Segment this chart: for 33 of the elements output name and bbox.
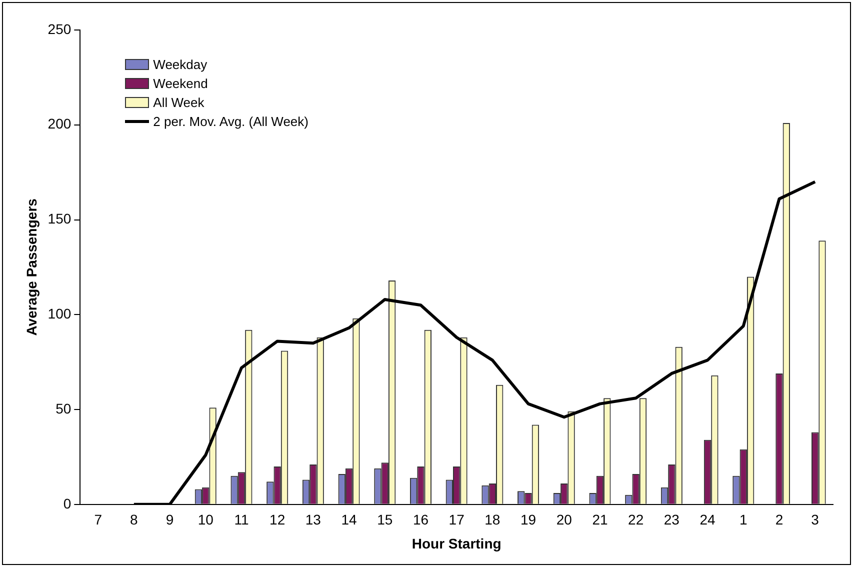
x-tick-label: 19 bbox=[520, 512, 536, 528]
legend-label: Weekday bbox=[153, 56, 208, 74]
legend-label: All Week bbox=[153, 94, 204, 112]
y-tick-label: 100 bbox=[48, 306, 72, 322]
x-tick-label: 13 bbox=[305, 512, 322, 528]
x-axis-title: Hour Starting bbox=[412, 535, 502, 552]
legend-label: Weekend bbox=[153, 75, 208, 93]
x-tick-label: 10 bbox=[198, 512, 214, 528]
x-tick-label: 23 bbox=[664, 512, 680, 528]
y-tick-label: 50 bbox=[56, 400, 72, 416]
x-tick-label: 24 bbox=[700, 512, 716, 528]
y-axis-title: Average Passengers bbox=[23, 198, 40, 336]
x-tick-label: 22 bbox=[628, 512, 644, 528]
x-tick-label: 12 bbox=[270, 512, 286, 528]
x-tick-label: 14 bbox=[341, 512, 358, 528]
y-tick-label: 250 bbox=[48, 20, 72, 37]
y-tick-label: 0 bbox=[63, 495, 72, 512]
x-tick-label: 11 bbox=[234, 512, 249, 528]
y-tick-label: 150 bbox=[48, 210, 72, 227]
x-tick-label: 20 bbox=[556, 512, 572, 528]
x-tick-label: 16 bbox=[412, 512, 429, 528]
x-tick-label: 2 bbox=[775, 512, 784, 528]
legend-label: 2 per. Mov. Avg. (All Week) bbox=[153, 113, 308, 131]
x-tick-label: 15 bbox=[377, 512, 393, 528]
x-tick-label: 9 bbox=[166, 512, 174, 528]
x-tick-label: 3 bbox=[811, 512, 820, 528]
y-tick-label: 200 bbox=[48, 116, 72, 132]
x-tick-label: 21 bbox=[592, 512, 608, 528]
x-tick-label: 8 bbox=[130, 512, 138, 528]
x-tick-label: 1 bbox=[739, 512, 748, 528]
x-tick-label: 7 bbox=[94, 512, 102, 528]
x-tick-label: 17 bbox=[448, 512, 465, 528]
x-tick-label: 18 bbox=[484, 512, 500, 528]
